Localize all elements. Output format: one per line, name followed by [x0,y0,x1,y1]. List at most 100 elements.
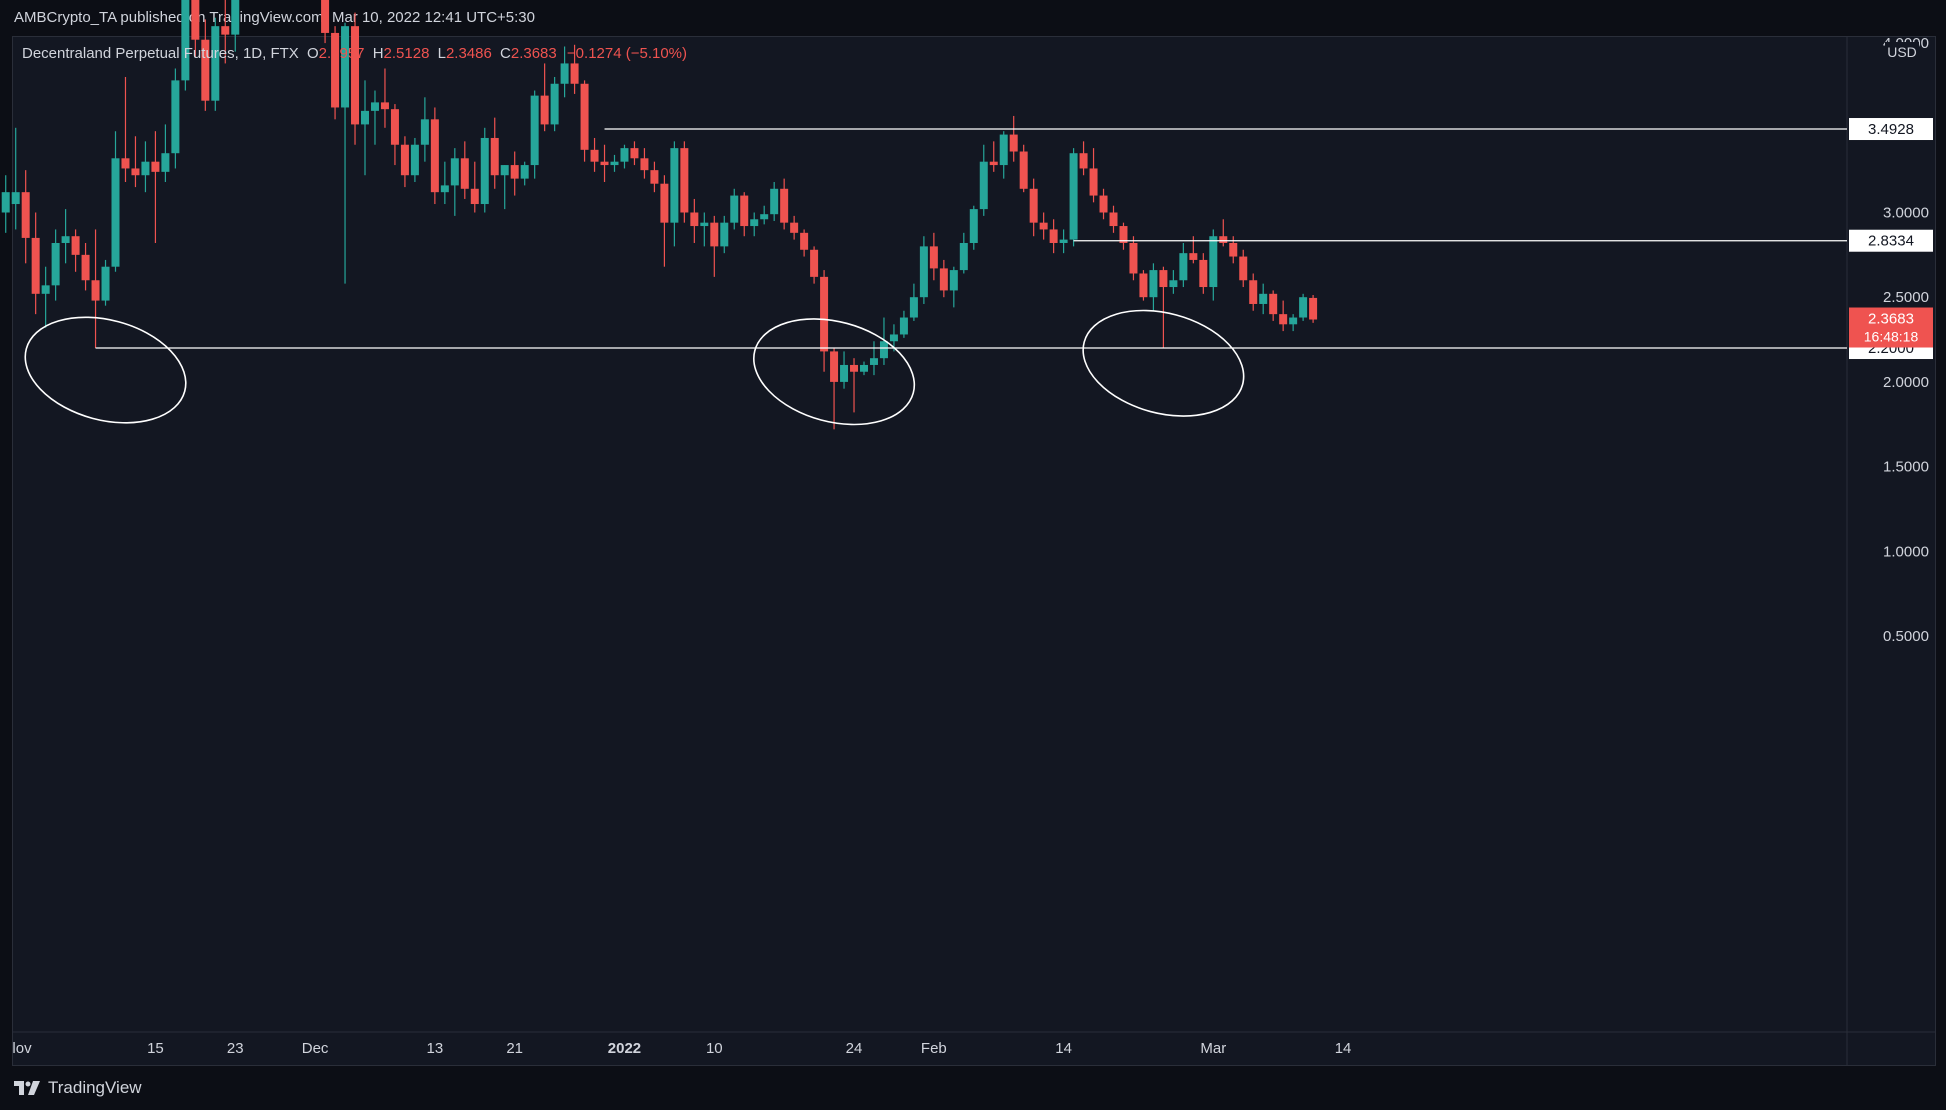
candle[interactable] [480,127,489,213]
candle[interactable] [231,0,240,52]
candle[interactable] [450,148,459,216]
candle[interactable] [410,137,419,183]
candle[interactable] [390,104,399,166]
candle[interactable] [1069,148,1078,247]
candle[interactable] [351,12,360,145]
candle[interactable] [171,68,180,169]
candle[interactable] [780,178,789,230]
candle[interactable] [131,136,140,188]
candle[interactable] [321,0,330,44]
candle[interactable] [1129,236,1138,281]
candle[interactable] [810,246,819,284]
candle[interactable] [71,229,80,272]
candle[interactable] [341,22,350,284]
currency-badge[interactable] [1885,42,1919,62]
candle[interactable] [400,136,409,188]
candle[interactable] [919,236,928,304]
candle[interactable] [1049,219,1058,254]
candle[interactable] [41,266,50,328]
candle[interactable] [470,161,479,213]
candle[interactable] [770,182,779,221]
candle[interactable] [830,348,839,430]
candle[interactable] [1289,314,1298,332]
candle[interactable] [690,198,699,243]
candle[interactable] [111,131,120,272]
candle[interactable] [820,270,829,372]
candle[interactable] [989,141,998,172]
candle[interactable] [1269,290,1278,321]
candle[interactable] [1109,205,1118,233]
candle[interactable] [440,161,449,205]
candle[interactable] [610,154,619,172]
candle[interactable] [51,229,60,301]
candle[interactable] [949,266,958,308]
candle[interactable] [21,170,30,264]
candle[interactable] [660,175,669,267]
plot-area[interactable] [13,37,1846,1030]
candle[interactable] [909,283,918,321]
candle[interactable] [1019,144,1028,193]
support-circle[interactable] [742,302,926,441]
candle[interactable] [640,148,649,179]
candle[interactable] [161,124,170,183]
candle[interactable] [11,127,20,230]
candle[interactable] [221,0,230,64]
candle[interactable] [899,310,908,338]
candle[interactable] [101,259,110,306]
candle[interactable] [181,0,190,91]
candle[interactable] [1199,253,1208,294]
candle[interactable] [869,341,878,376]
candle[interactable] [1079,141,1088,176]
candle[interactable] [580,80,589,162]
candle[interactable] [430,107,439,205]
candle[interactable] [1179,242,1188,288]
candle[interactable] [1149,263,1158,311]
candle[interactable] [959,232,968,274]
candle[interactable] [700,212,709,247]
candle[interactable] [570,44,579,94]
candle[interactable] [1119,222,1128,250]
candle[interactable] [680,141,689,223]
candle[interactable] [560,46,569,98]
candle[interactable] [1099,188,1108,220]
candle[interactable] [740,192,749,237]
candle[interactable] [510,151,519,196]
candle[interactable] [720,215,729,254]
candle[interactable] [1039,212,1048,240]
support-circle[interactable] [1071,294,1255,433]
candle[interactable] [860,361,868,376]
candle[interactable] [81,242,90,291]
candle[interactable] [730,188,739,230]
tradingview-logo-icon[interactable] [14,1081,40,1095]
candle[interactable] [939,259,948,298]
candle[interactable] [1309,295,1318,323]
candle[interactable] [540,63,549,132]
candle[interactable] [1239,249,1248,288]
candle[interactable] [850,358,859,413]
candle[interactable] [840,351,849,389]
candle[interactable] [331,26,340,120]
candle[interactable] [1169,270,1178,294]
candle[interactable] [1009,115,1018,162]
candle[interactable] [999,131,1008,179]
candle[interactable] [530,90,539,179]
support-circle[interactable] [13,301,197,440]
candle[interactable] [929,232,938,281]
candle[interactable] [630,141,639,166]
candle[interactable] [620,144,629,169]
candle[interactable] [879,317,888,365]
candle[interactable] [1059,229,1068,254]
candle[interactable] [1029,178,1038,237]
candle[interactable] [460,141,469,199]
candle[interactable] [790,215,799,240]
candle[interactable] [760,205,769,225]
candle[interactable] [490,117,499,189]
candle[interactable] [1089,148,1098,203]
candle[interactable] [191,0,200,57]
candle[interactable] [600,144,609,183]
candle[interactable] [500,165,509,210]
candle[interactable] [380,68,389,128]
candle[interactable] [750,212,759,237]
candle[interactable] [979,144,988,216]
